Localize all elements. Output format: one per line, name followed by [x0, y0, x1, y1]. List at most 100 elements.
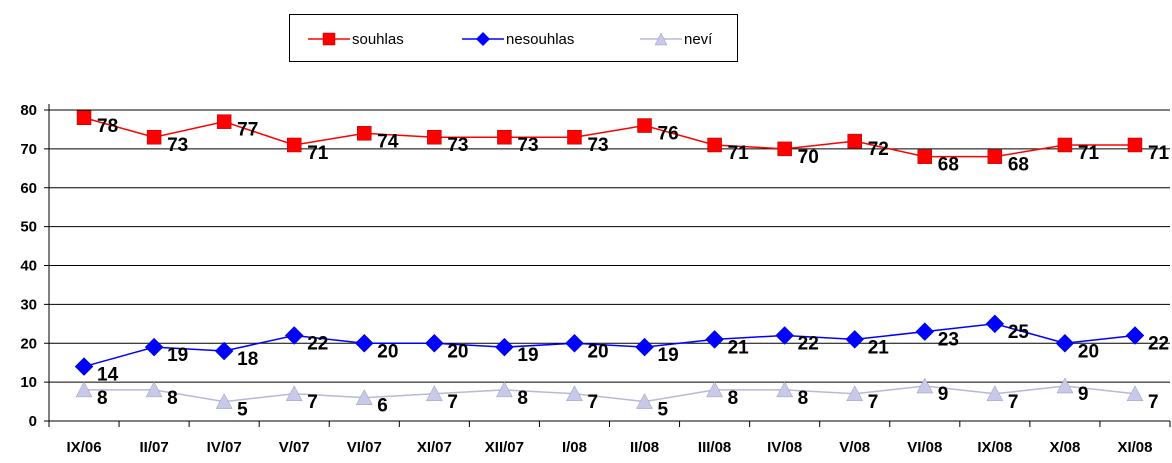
data-label: 7	[1148, 392, 1159, 413]
x-tick-label: III/08	[698, 439, 731, 456]
data-point	[635, 337, 654, 357]
data-point	[916, 377, 934, 394]
data-label: 20	[1078, 341, 1099, 362]
data-label: 9	[938, 384, 949, 405]
data-label: 73	[587, 135, 608, 156]
data-point	[145, 381, 163, 398]
x-tick-label: XII/07	[485, 439, 524, 456]
data-label: 71	[728, 143, 750, 164]
data-point	[846, 385, 864, 402]
y-tick-label: 40	[20, 258, 37, 275]
data-point	[144, 337, 164, 357]
x-tick-label: II/07	[140, 439, 169, 456]
data-point	[915, 322, 935, 341]
data-point	[705, 330, 724, 349]
x-tick-label: IX/08	[977, 439, 1012, 456]
data-point	[706, 381, 724, 398]
data-point	[495, 381, 513, 398]
data-point	[567, 129, 582, 145]
data-point	[497, 129, 512, 145]
data-label: 71	[1148, 143, 1170, 164]
data-label: 14	[97, 365, 119, 386]
data-label: 19	[517, 345, 538, 366]
x-tick-label: XI/08	[1117, 439, 1152, 456]
data-label: 8	[167, 388, 178, 409]
data-point	[75, 381, 93, 398]
data-label: 9	[1078, 384, 1089, 405]
data-label: 68	[1008, 155, 1029, 176]
data-label: 73	[167, 135, 188, 156]
data-label: 22	[798, 333, 819, 354]
x-tick-label: IV/08	[767, 439, 802, 456]
data-label: 8	[97, 388, 108, 409]
data-point	[74, 357, 94, 376]
y-tick-label: 50	[20, 219, 37, 236]
data-point	[146, 129, 162, 145]
data-label: 74	[377, 131, 399, 152]
data-label: 21	[728, 337, 750, 358]
data-point	[286, 137, 302, 153]
series-nevi: 8 8 5 7 6 7 8 7 5 8 8 7 9 7 9 7	[75, 377, 1159, 421]
x-tick-label: V/08	[839, 439, 870, 456]
data-point	[1055, 333, 1075, 353]
data-label: 20	[447, 341, 468, 362]
legend-marker-nevi	[640, 32, 682, 46]
data-label: 18	[237, 349, 258, 370]
data-label: 20	[377, 341, 398, 362]
data-point	[986, 385, 1004, 402]
data-label: 21	[868, 337, 890, 358]
data-label: 25	[1008, 322, 1030, 343]
data-label: 20	[587, 341, 608, 362]
data-point	[985, 314, 1005, 334]
data-point	[425, 385, 443, 402]
data-point	[1126, 385, 1144, 402]
data-label: 72	[868, 139, 889, 160]
series-line	[83, 323, 1136, 368]
data-label: 70	[798, 147, 819, 168]
data-label: 22	[307, 333, 328, 354]
data-point	[636, 393, 653, 409]
y-tick-label: 0	[29, 413, 37, 430]
data-point	[214, 341, 234, 361]
x-tick-label: XI/07	[417, 439, 452, 456]
legend-label-souhlas: souhlas	[352, 30, 404, 48]
legend-item-nevi: neví	[640, 15, 712, 63]
data-point	[424, 333, 444, 353]
data-point	[1057, 137, 1073, 153]
data-label: 8	[517, 388, 528, 409]
data-label: 19	[658, 345, 679, 366]
data-point	[775, 326, 795, 345]
data-label: 76	[658, 124, 679, 145]
data-point	[357, 126, 372, 141]
data-point	[215, 393, 233, 409]
data-point	[566, 385, 583, 402]
x-tick-label: I/08	[562, 439, 587, 456]
data-label: 77	[237, 120, 258, 141]
data-point	[216, 114, 232, 129]
data-label: 7	[447, 392, 458, 413]
legend-item-souhlas: souhlas	[308, 15, 404, 63]
legend: souhlas nesouhlas neví	[289, 14, 738, 62]
y-tick-label: 10	[20, 374, 37, 391]
x-tick-label: IX/06	[67, 439, 102, 456]
data-label: 7	[307, 392, 318, 413]
data-label: 8	[728, 388, 739, 409]
x-tick-label: V/07	[279, 439, 310, 456]
data-label: 19	[167, 345, 188, 366]
data-point	[355, 389, 373, 405]
data-point	[987, 149, 1003, 164]
legend-marker-souhlas	[308, 32, 350, 46]
data-label: 22	[1148, 333, 1169, 354]
data-label: 71	[307, 143, 329, 164]
data-label: 73	[447, 135, 468, 156]
x-tick-label: II/08	[630, 439, 659, 456]
legend-marker-nesouhlas	[462, 32, 504, 46]
data-label: 78	[97, 116, 118, 137]
data-point	[637, 118, 652, 133]
y-tick-label: 80	[20, 102, 37, 119]
series-souhlas: 78 73 77 71 74 73 73 73 76 71 70 72 68 68 71 71	[76, 110, 1170, 176]
data-label: 8	[798, 388, 809, 409]
x-tick-label: VI/08	[907, 439, 942, 456]
data-label: 68	[938, 155, 959, 176]
